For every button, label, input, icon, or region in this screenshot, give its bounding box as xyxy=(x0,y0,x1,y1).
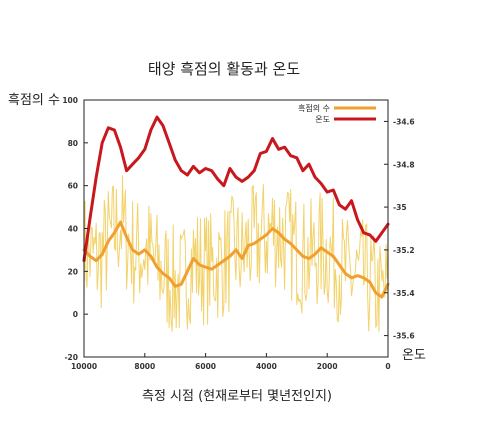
x-tick-label: 8000 xyxy=(134,362,155,371)
y-tick-label: -20 xyxy=(64,353,78,362)
y2-tick-label: -35.2 xyxy=(393,246,415,255)
y2-tick-label: -35.6 xyxy=(393,332,415,341)
chart-title: 태양 흑점의 활동과 온도 xyxy=(148,60,301,78)
y2-tick-label: -34.6 xyxy=(393,117,415,126)
y-tick-label: 40 xyxy=(68,225,78,234)
temperature-series-line xyxy=(82,115,390,263)
y2-axis-label: 온도 xyxy=(402,348,426,363)
y-tick-label: 0 xyxy=(73,310,78,319)
x-tick-label: 4000 xyxy=(256,362,277,371)
x-tick-label: 2000 xyxy=(317,362,338,371)
y2-tick-label: -34.8 xyxy=(393,160,415,169)
x-tick-label: 6000 xyxy=(195,362,216,371)
y-tick-label: 100 xyxy=(62,96,78,105)
x-axis-label: 측정 시점 (현재로부터 몇년전인지) xyxy=(142,389,332,404)
y-tick-label: 60 xyxy=(68,182,78,191)
sunspot-raw-line xyxy=(83,175,389,332)
y2-tick-label: -35.4 xyxy=(393,289,415,298)
legend-label-sunspot: 흑점의 수 xyxy=(298,103,330,113)
y-tick-label: 20 xyxy=(68,267,78,276)
x-tick-label: 0 xyxy=(385,362,390,371)
legend-label-temperature: 온도 xyxy=(315,115,330,124)
y-tick-label: 80 xyxy=(68,139,78,148)
sunspot-series-line xyxy=(82,220,390,299)
y2-tick-label: -35 xyxy=(393,203,407,212)
y-axis-label: 흑점의 수 xyxy=(8,93,60,108)
x-tick-label: 10000 xyxy=(71,362,97,371)
